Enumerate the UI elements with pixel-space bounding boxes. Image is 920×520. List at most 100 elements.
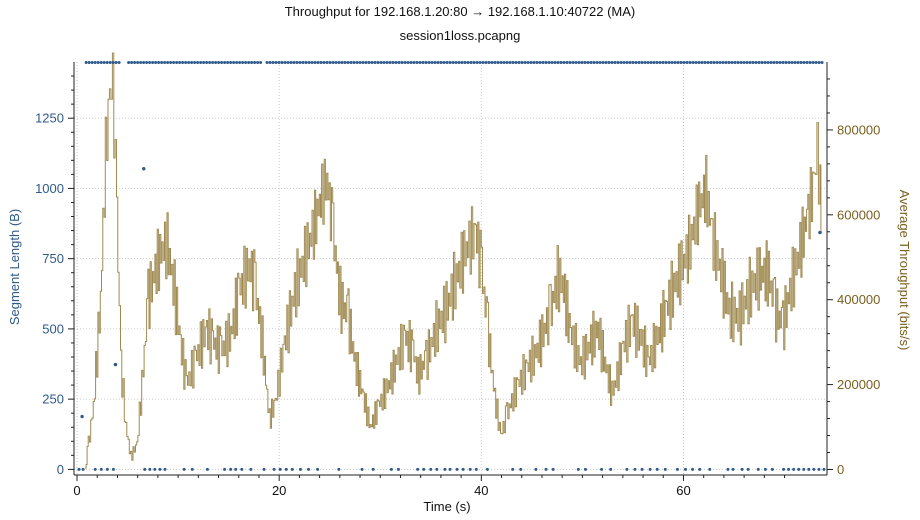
- segment-point: [667, 61, 671, 65]
- segment-point: [202, 61, 206, 65]
- segment-point: [517, 61, 521, 65]
- segment-point: [628, 61, 632, 65]
- segment-point: [817, 467, 821, 471]
- segment-point: [451, 61, 455, 65]
- segment-point: [90, 61, 94, 65]
- segment-point: [175, 61, 179, 65]
- segment-point: [576, 467, 580, 471]
- segment-point: [249, 467, 253, 471]
- segment-point: [616, 61, 620, 65]
- segment-point: [371, 467, 375, 471]
- segment-point: [763, 61, 767, 65]
- segment-point: [151, 61, 155, 65]
- segment-point: [306, 467, 310, 471]
- segment-point: [424, 61, 428, 65]
- segment-point: [133, 61, 137, 65]
- throughput-line: [85, 52, 823, 469]
- segment-point: [808, 61, 812, 65]
- segment-point: [385, 61, 389, 65]
- segment-point: [99, 61, 103, 65]
- segment-point: [412, 61, 416, 65]
- segment-point: [187, 61, 191, 65]
- segment-point: [370, 61, 374, 65]
- segment-point: [448, 467, 452, 471]
- segment-point: [754, 61, 758, 65]
- segment-point: [139, 61, 143, 65]
- segment-point: [105, 467, 109, 471]
- segment-point: [600, 467, 604, 471]
- segment-point: [745, 61, 749, 65]
- y-right-tick-label: 200000: [837, 377, 880, 392]
- segment-point: [520, 61, 524, 65]
- segment-point: [822, 467, 826, 471]
- y-left-tick-label: 1000: [35, 181, 64, 196]
- segment-point: [796, 61, 800, 65]
- segment-point: [443, 467, 447, 471]
- y-axis-left-label: Segment Length (B): [7, 209, 22, 325]
- segment-point: [220, 61, 224, 65]
- segment-point: [77, 467, 81, 471]
- segment-point: [748, 61, 752, 65]
- segment-point: [817, 61, 821, 65]
- segment-point: [433, 61, 437, 65]
- segment-point: [81, 467, 85, 471]
- segment-point: [284, 467, 288, 471]
- segment-point: [113, 362, 118, 367]
- segment-point: [298, 467, 302, 471]
- segment-point: [646, 61, 650, 65]
- segment-point: [637, 61, 641, 65]
- segment-point: [163, 61, 167, 65]
- segment-point: [496, 61, 500, 65]
- x-tick-label: 60: [676, 483, 690, 498]
- segment-point: [775, 61, 779, 65]
- segment-point: [430, 61, 434, 65]
- segment-point: [475, 61, 479, 65]
- segment-point: [169, 61, 173, 65]
- segment-point: [367, 61, 371, 65]
- segment-point: [148, 61, 152, 65]
- segment-point: [376, 61, 380, 65]
- segment-point: [592, 61, 596, 65]
- chart-subtitle: session1loss.pcapng: [400, 28, 521, 43]
- segment-point: [784, 61, 788, 65]
- segment-point: [361, 61, 365, 65]
- segment-point: [679, 61, 683, 65]
- x-tick-label: 20: [272, 483, 286, 498]
- segment-point: [182, 467, 186, 471]
- segment-point: [740, 467, 744, 471]
- segment-point: [649, 61, 653, 65]
- segment-point: [523, 61, 527, 65]
- segment-point: [697, 61, 701, 65]
- segment-point: [631, 61, 635, 65]
- segment-point: [379, 61, 383, 65]
- segment-point: [193, 61, 197, 65]
- segment-point: [733, 61, 737, 65]
- segment-point: [457, 61, 461, 65]
- segment-point: [289, 61, 293, 65]
- segment-point: [544, 467, 548, 471]
- segment-point: [571, 61, 575, 65]
- segment-point: [421, 61, 425, 65]
- chart-title: Throughput for 192.168.1.20:80 → 192.168…: [285, 4, 636, 19]
- segment-point: [232, 61, 236, 65]
- x-tick-label: 40: [474, 483, 488, 498]
- segment-point: [142, 167, 146, 171]
- segment-point: [544, 61, 548, 65]
- segment-point: [487, 61, 491, 65]
- segment-point: [797, 467, 801, 471]
- segment-point: [655, 467, 659, 471]
- segment-point: [619, 61, 623, 65]
- segment-point: [670, 61, 674, 65]
- segment-point: [346, 61, 350, 65]
- segment-point: [746, 467, 750, 471]
- segment-point: [652, 61, 656, 65]
- segment-point: [478, 61, 482, 65]
- segment-point: [461, 467, 465, 471]
- segment-point: [526, 61, 530, 65]
- segment-point: [373, 61, 377, 65]
- segment-point: [295, 61, 299, 65]
- y-right-tick-label: 800000: [837, 122, 880, 137]
- segment-point: [208, 61, 212, 65]
